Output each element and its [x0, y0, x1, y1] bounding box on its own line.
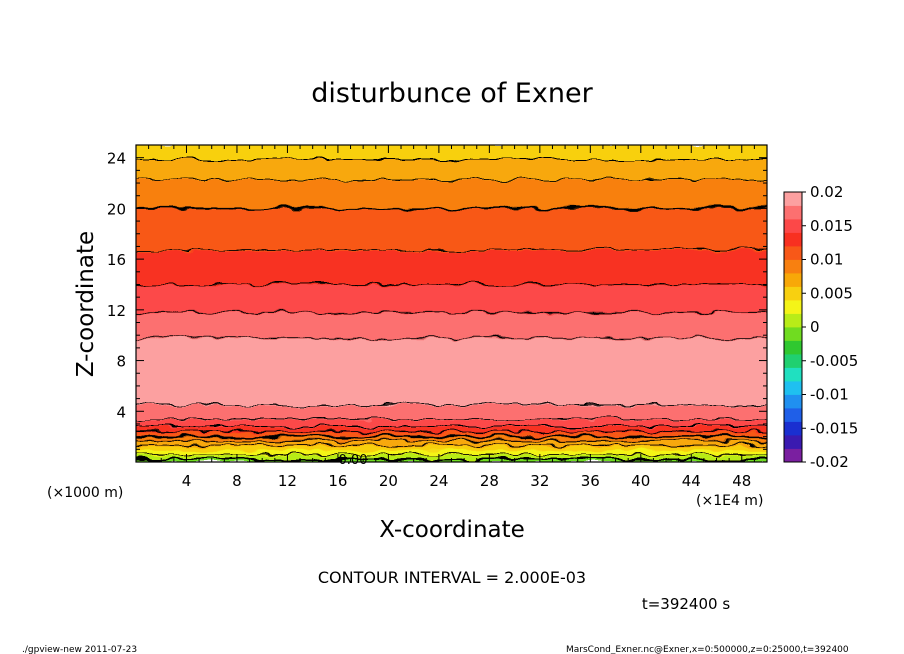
footer-right: MarsCond_Exner.nc@Exner,x=0:500000,z=0:2…	[566, 645, 849, 654]
contour-band	[136, 435, 767, 442]
time-label: t=392400 s	[642, 595, 730, 613]
x-tick-label: 4	[182, 472, 192, 490]
x-tick-label: 36	[581, 472, 600, 490]
colorbar-swatch	[784, 381, 802, 395]
colorbar: 0.02 0.015 0.01 0.005 0 -0.005 -0.01 -0.015 -0.0…	[783, 183, 858, 471]
contour-band	[136, 430, 767, 438]
colorbar-tick-label: -0.015	[810, 419, 858, 437]
y-unit-label: (×1000 m)	[47, 485, 123, 501]
colorbar-tick-label: -0.02	[810, 453, 849, 471]
x-tick-label: 8	[232, 472, 242, 490]
x-tick-label: 12	[278, 472, 297, 490]
colorbar-swatch	[784, 286, 802, 301]
colorbar-swatch	[784, 394, 802, 409]
y-tick-label: 8	[116, 353, 126, 371]
footer-left: ./gpview-new 2011-07-23	[22, 645, 137, 654]
y-tick-label: 16	[107, 251, 126, 269]
colorbar-swatch	[784, 219, 802, 233]
contour-band	[136, 444, 767, 451]
y-axis-label: Z-coordinate	[73, 231, 99, 377]
colorbar-tick-label: -0.005	[810, 352, 858, 370]
contour-band	[136, 178, 767, 210]
colorbar-swatch	[784, 327, 802, 341]
contour-band	[136, 453, 767, 461]
y-tick-label: 20	[107, 200, 126, 218]
x-axis: 4 8 12 16 20 24 28 32 36 40 44 48	[148, 145, 755, 490]
contour-band	[136, 249, 767, 286]
contour-fill	[136, 145, 767, 462]
x-tick-label: 40	[631, 472, 650, 490]
colorbar-swatch	[784, 367, 802, 382]
contour-band	[136, 448, 767, 456]
y-tick-label: 4	[116, 403, 126, 421]
colorbar-swatch	[784, 205, 802, 220]
colorbar-swatch	[784, 408, 802, 422]
colorbar-tick-label: 0	[810, 318, 820, 336]
y-tick-label: 12	[107, 302, 126, 320]
colorbar-tick-label: -0.01	[810, 386, 849, 404]
x-tick-label: 24	[429, 472, 448, 490]
contour-band	[136, 425, 767, 433]
colorbar-swatch	[784, 259, 802, 274]
contour-band	[136, 283, 767, 314]
y-axis: 4 8 12 16 20 24	[107, 150, 767, 450]
colorbar-swatch	[784, 448, 802, 463]
colorbar-swatch	[784, 273, 802, 287]
contour-interval: CONTOUR INTERVAL = 2.000E-03	[318, 568, 586, 587]
contour-band	[136, 207, 767, 252]
colorbar-tick-label: 0.02	[810, 183, 843, 201]
colorbar-swatch	[784, 421, 802, 436]
x-tick-label: 48	[732, 472, 751, 490]
colorbar-swatch	[784, 354, 802, 368]
contour-band	[136, 417, 767, 428]
contour-band	[136, 403, 767, 420]
colorbar-swatch	[784, 313, 802, 328]
x-tick-label: 16	[328, 472, 347, 490]
chart-title: disturbunce of Exner	[311, 78, 593, 109]
colorbar-swatch	[784, 300, 802, 314]
colorbar-swatch	[784, 246, 802, 260]
colorbar-swatch	[784, 435, 802, 449]
colorbar-swatch	[784, 192, 802, 206]
x-tick-label: 28	[480, 472, 499, 490]
colorbar-swatch	[784, 232, 802, 247]
x-tick-label: 44	[682, 472, 701, 490]
contour-band	[136, 157, 767, 181]
y-tick-label: 24	[107, 150, 126, 168]
colorbar-tick-label: 0.015	[810, 217, 853, 235]
contour-band	[136, 145, 767, 160]
contour-band	[136, 336, 767, 406]
contour-band	[136, 439, 767, 447]
x-tick-label: 20	[379, 472, 398, 490]
x-unit-label: (×1E4 m)	[696, 493, 763, 509]
colorbar-swatch	[784, 340, 802, 355]
x-tick-label: 32	[530, 472, 549, 490]
contour-label: 0.00	[339, 453, 368, 468]
contour-band	[136, 311, 767, 339]
colorbar-tick-label: 0.01	[810, 251, 843, 269]
x-axis-label: X-coordinate	[379, 517, 525, 543]
colorbar-tick-label: 0.005	[810, 284, 853, 302]
